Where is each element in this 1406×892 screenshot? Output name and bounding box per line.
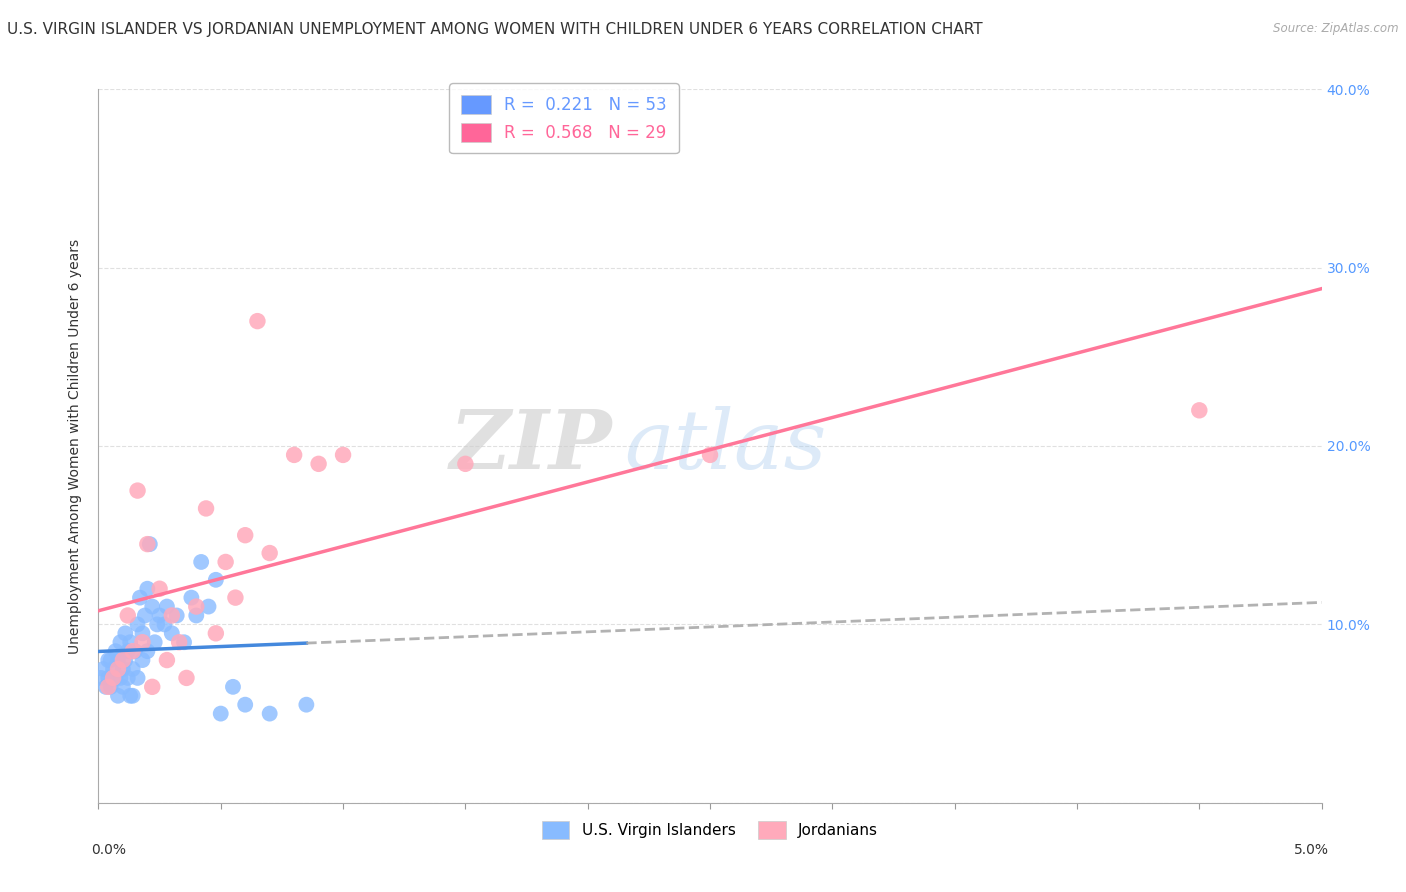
Text: U.S. VIRGIN ISLANDER VS JORDANIAN UNEMPLOYMENT AMONG WOMEN WITH CHILDREN UNDER 6: U.S. VIRGIN ISLANDER VS JORDANIAN UNEMPL… bbox=[7, 22, 983, 37]
Point bbox=[104, 671, 127, 685]
Point bbox=[117, 644, 139, 658]
Point bbox=[156, 653, 179, 667]
Point bbox=[107, 653, 129, 667]
Point bbox=[110, 635, 132, 649]
Point bbox=[233, 528, 256, 542]
Point bbox=[156, 599, 179, 614]
Point bbox=[222, 680, 245, 694]
Point bbox=[111, 680, 134, 694]
Point bbox=[167, 635, 190, 649]
Point bbox=[283, 448, 305, 462]
Point bbox=[197, 599, 219, 614]
Point bbox=[107, 662, 129, 676]
Point bbox=[205, 626, 228, 640]
Point bbox=[120, 689, 142, 703]
Point bbox=[180, 591, 202, 605]
Point bbox=[160, 626, 183, 640]
Point bbox=[90, 671, 112, 685]
Point bbox=[127, 483, 149, 498]
Point bbox=[117, 608, 139, 623]
Point bbox=[259, 706, 281, 721]
Point bbox=[146, 617, 169, 632]
Point bbox=[91, 662, 114, 676]
Point bbox=[114, 653, 136, 667]
Text: 0.0%: 0.0% bbox=[91, 843, 127, 857]
Point bbox=[136, 582, 159, 596]
Point bbox=[205, 573, 228, 587]
Point bbox=[127, 671, 149, 685]
Legend: U.S. Virgin Islanders, Jordanians: U.S. Virgin Islanders, Jordanians bbox=[536, 815, 884, 845]
Point bbox=[233, 698, 256, 712]
Point bbox=[224, 591, 246, 605]
Point bbox=[97, 653, 120, 667]
Point bbox=[97, 680, 120, 694]
Point bbox=[246, 314, 269, 328]
Text: Source: ZipAtlas.com: Source: ZipAtlas.com bbox=[1274, 22, 1399, 36]
Point bbox=[136, 644, 159, 658]
Point bbox=[111, 653, 134, 667]
Point bbox=[308, 457, 330, 471]
Point bbox=[295, 698, 318, 712]
Text: 5.0%: 5.0% bbox=[1294, 843, 1329, 857]
Point bbox=[111, 662, 134, 676]
Point bbox=[176, 671, 198, 685]
Point bbox=[120, 635, 142, 649]
Point bbox=[127, 617, 149, 632]
Point bbox=[104, 644, 127, 658]
Point bbox=[97, 671, 120, 685]
Point bbox=[107, 689, 129, 703]
Point bbox=[141, 680, 163, 694]
Point bbox=[259, 546, 281, 560]
Point bbox=[166, 608, 188, 623]
Point bbox=[190, 555, 212, 569]
Point bbox=[214, 555, 236, 569]
Point bbox=[101, 671, 124, 685]
Point bbox=[136, 537, 159, 551]
Point bbox=[129, 591, 152, 605]
Point bbox=[101, 662, 124, 676]
Point bbox=[100, 653, 122, 667]
Point bbox=[153, 617, 176, 632]
Point bbox=[149, 608, 172, 623]
Point bbox=[121, 662, 143, 676]
Point bbox=[131, 653, 153, 667]
Point bbox=[699, 448, 721, 462]
Point bbox=[94, 680, 117, 694]
Point bbox=[124, 644, 146, 658]
Point bbox=[117, 671, 139, 685]
Point bbox=[134, 608, 156, 623]
Point bbox=[121, 644, 143, 658]
Point bbox=[1188, 403, 1211, 417]
Point bbox=[149, 582, 172, 596]
Point bbox=[173, 635, 195, 649]
Point bbox=[100, 680, 122, 694]
Point bbox=[139, 537, 162, 551]
Point bbox=[195, 501, 218, 516]
Point bbox=[121, 689, 143, 703]
Point bbox=[186, 608, 208, 623]
Point bbox=[209, 706, 232, 721]
Point bbox=[332, 448, 354, 462]
Point bbox=[454, 457, 477, 471]
Point bbox=[160, 608, 183, 623]
Text: atlas: atlas bbox=[624, 406, 827, 486]
Point bbox=[186, 599, 208, 614]
Point bbox=[114, 626, 136, 640]
Point bbox=[110, 671, 132, 685]
Point bbox=[131, 635, 153, 649]
Y-axis label: Unemployment Among Women with Children Under 6 years: Unemployment Among Women with Children U… bbox=[69, 238, 83, 654]
Text: ZIP: ZIP bbox=[450, 406, 612, 486]
Point bbox=[131, 626, 153, 640]
Point bbox=[143, 635, 166, 649]
Point bbox=[141, 599, 163, 614]
